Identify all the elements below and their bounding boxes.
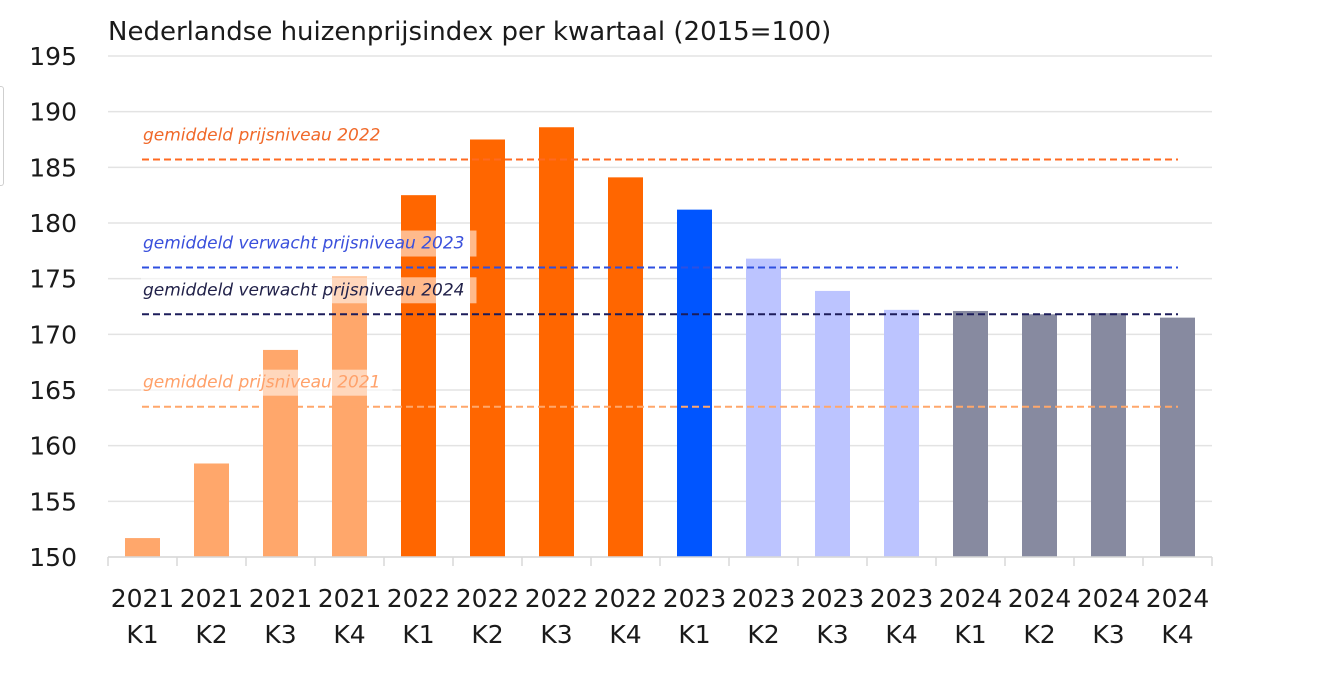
x-tick-label-year: 2022 xyxy=(456,584,520,613)
y-tick-label: 170 xyxy=(29,320,77,349)
bar-2023-k4 xyxy=(884,309,919,557)
window-edge-handle xyxy=(0,86,4,186)
x-tick-label-year: 2023 xyxy=(801,584,865,613)
reference-line-label: gemiddeld prijsniveau 2022 xyxy=(143,126,380,146)
x-tick-label-year: 2024 xyxy=(1008,584,1072,613)
x-tick-label-year: 2024 xyxy=(1077,584,1141,613)
y-tick-label: 155 xyxy=(29,487,77,516)
reference-label-backdrop xyxy=(141,369,393,396)
bar-2024-k3 xyxy=(1091,313,1126,557)
x-tick-label-year: 2021 xyxy=(318,584,382,613)
reference-lines: gemiddeld prijsniveau 2022 gemiddeld verw… xyxy=(141,122,1178,408)
bar-2022-k3 xyxy=(539,127,574,558)
x-tick-label-year: 2023 xyxy=(663,584,727,613)
x-tick-label-quarter: K4 xyxy=(609,620,641,649)
x-tick-label-quarter: K3 xyxy=(1092,620,1124,649)
bar-2021-k1 xyxy=(125,538,160,557)
bar-2022-k2 xyxy=(470,139,505,557)
x-tick-label-quarter: K2 xyxy=(471,620,503,649)
bar-2021-k4 xyxy=(332,276,367,557)
y-tick-label: 195 xyxy=(29,42,77,71)
reference-line-label: gemiddeld verwacht prijsniveau 2023 xyxy=(143,234,464,254)
x-tick-label-quarter: K1 xyxy=(126,620,158,649)
chart-title: Nederlandse huizenprijsindex per kwartaa… xyxy=(108,17,831,47)
y-tick-label: 165 xyxy=(29,376,77,405)
reference-line-label: gemiddeld prijsniveau 2021 xyxy=(143,373,380,393)
x-tick-label-year: 2023 xyxy=(732,584,796,613)
reference-label-backdrop xyxy=(141,230,477,257)
reference-label-backdrop xyxy=(141,277,477,304)
x-tick-label-quarter: K1 xyxy=(954,620,986,649)
x-tick-label-year: 2024 xyxy=(1146,584,1210,613)
x-tick-label-year: 2021 xyxy=(111,584,175,613)
x-tick-label-quarter: K2 xyxy=(195,620,227,649)
bar-2024-k2 xyxy=(1022,314,1057,557)
y-tick-label: 185 xyxy=(29,153,77,182)
bars xyxy=(125,127,1195,558)
y-tick-label: 160 xyxy=(29,432,77,461)
y-axis-tick-labels: 150 155 160 165 170 175 180 185 190 195 xyxy=(29,42,77,572)
bar-2023-k1 xyxy=(677,209,712,557)
reference-line-label: gemiddeld verwacht prijsniveau 2024 xyxy=(143,280,464,300)
bar-2024-k1 xyxy=(953,310,988,557)
x-tick-label-year: 2023 xyxy=(870,584,934,613)
x-tick-label-quarter: K4 xyxy=(885,620,917,649)
bar-2023-k2 xyxy=(746,258,781,557)
x-tick-label-year: 2022 xyxy=(387,584,451,613)
x-tick-label-year: 2021 xyxy=(249,584,313,613)
x-tick-label-quarter: K1 xyxy=(678,620,710,649)
x-tick-label-quarter: K3 xyxy=(540,620,572,649)
x-tick-label-quarter: K2 xyxy=(747,620,779,649)
y-tick-label: 180 xyxy=(29,209,77,238)
x-tick-label-quarter: K3 xyxy=(816,620,848,649)
bar-2021-k2 xyxy=(194,463,229,557)
y-tick-label: 150 xyxy=(29,543,77,572)
x-axis: 2021 K1 2021 K2 2021 K3 2021 K4 2022 K1 2022 K2 2022… xyxy=(107,556,1213,649)
bar-2024-k4 xyxy=(1160,317,1195,557)
x-tick-label-year: 2022 xyxy=(525,584,589,613)
x-tick-label-year: 2022 xyxy=(594,584,658,613)
x-tick-label-quarter: K1 xyxy=(402,620,434,649)
x-tick-label-quarter: K2 xyxy=(1023,620,1055,649)
y-tick-label: 175 xyxy=(29,265,77,294)
bar-2023-k3 xyxy=(815,290,850,557)
bar-2022-k4 xyxy=(608,177,643,557)
reference-label-backdrop xyxy=(141,122,393,149)
x-tick-label-quarter: K4 xyxy=(333,620,365,649)
x-tick-label-year: 2021 xyxy=(180,584,244,613)
x-tick-label-year: 2024 xyxy=(939,584,1003,613)
x-tick-label-quarter: K3 xyxy=(264,620,296,649)
x-tick-label-quarter: K4 xyxy=(1161,620,1193,649)
y-tick-label: 190 xyxy=(29,98,77,127)
